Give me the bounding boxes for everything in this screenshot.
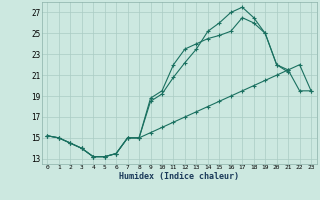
X-axis label: Humidex (Indice chaleur): Humidex (Indice chaleur) — [119, 172, 239, 181]
